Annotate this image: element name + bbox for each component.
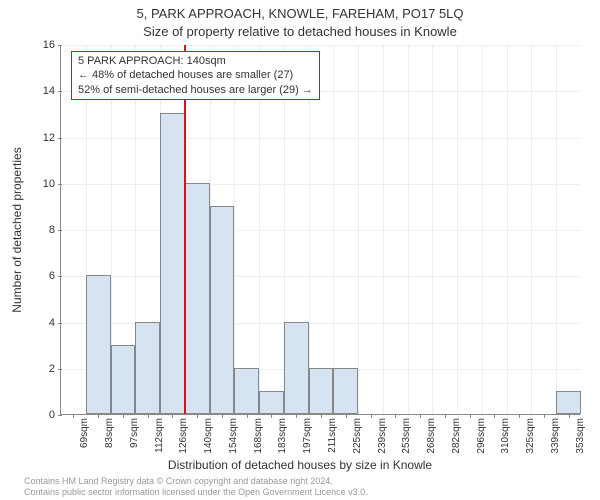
x-tick-mark bbox=[123, 414, 124, 418]
x-tick-label: 282sqm bbox=[449, 418, 462, 454]
bar bbox=[234, 368, 259, 414]
x-tick-label: 83sqm bbox=[102, 418, 115, 448]
legend-line3: 52% of semi-detached houses are larger (… bbox=[78, 83, 313, 97]
gridline-h bbox=[61, 230, 580, 231]
footer: Contains HM Land Registry data © Crown c… bbox=[24, 476, 368, 498]
x-tick-label: 239sqm bbox=[375, 418, 388, 454]
x-tick-mark bbox=[346, 414, 347, 418]
gridline-v bbox=[383, 45, 384, 414]
x-tick-mark bbox=[395, 414, 396, 418]
x-tick-mark bbox=[222, 414, 223, 418]
x-tick-mark bbox=[148, 414, 149, 418]
plot-area: 024681012141669sqm83sqm97sqm112sqm126sqm… bbox=[60, 45, 580, 415]
x-tick-mark bbox=[371, 414, 372, 418]
x-tick-mark bbox=[271, 414, 272, 418]
x-tick-mark bbox=[197, 414, 198, 418]
x-tick-mark bbox=[247, 414, 248, 418]
chart-container: 5, PARK APPROACH, KNOWLE, FAREHAM, PO17 … bbox=[0, 0, 600, 500]
x-tick-label: 353sqm bbox=[573, 418, 586, 454]
gridline-v bbox=[333, 45, 334, 414]
bar bbox=[86, 275, 111, 414]
x-tick-mark bbox=[544, 414, 545, 418]
bar bbox=[556, 391, 581, 414]
marker-line bbox=[184, 45, 186, 414]
y-tick: 6 bbox=[25, 270, 61, 282]
gridline-v bbox=[234, 45, 235, 414]
gridline-h bbox=[61, 138, 580, 139]
x-tick-label: 183sqm bbox=[275, 418, 288, 454]
bar bbox=[185, 183, 210, 414]
x-tick-label: 339sqm bbox=[548, 418, 561, 454]
y-tick: 10 bbox=[25, 178, 61, 190]
y-tick: 16 bbox=[25, 39, 61, 51]
footer-line2: Contains public sector information licen… bbox=[24, 487, 368, 498]
x-tick-label: 197sqm bbox=[300, 418, 313, 454]
y-tick: 12 bbox=[25, 132, 61, 144]
x-tick-label: 268sqm bbox=[424, 418, 437, 454]
x-tick-mark bbox=[519, 414, 520, 418]
gridline-v bbox=[432, 45, 433, 414]
x-tick-label: 69sqm bbox=[77, 418, 90, 448]
x-tick-mark bbox=[494, 414, 495, 418]
x-tick-mark bbox=[296, 414, 297, 418]
y-tick: 0 bbox=[25, 409, 61, 421]
title-subtitle: Size of property relative to detached ho… bbox=[0, 24, 600, 39]
footer-line1: Contains HM Land Registry data © Crown c… bbox=[24, 476, 368, 487]
bar bbox=[210, 206, 235, 414]
x-tick-mark bbox=[470, 414, 471, 418]
x-tick-label: 225sqm bbox=[350, 418, 363, 454]
x-tick-label: 97sqm bbox=[127, 418, 140, 448]
bar bbox=[333, 368, 358, 414]
bar bbox=[111, 345, 136, 414]
x-tick-label: 168sqm bbox=[251, 418, 264, 454]
x-tick-label: 253sqm bbox=[399, 418, 412, 454]
gridline-v bbox=[358, 45, 359, 414]
legend-line1: 5 PARK APPROACH: 140sqm bbox=[78, 54, 313, 68]
y-tick: 8 bbox=[25, 224, 61, 236]
x-tick-label: 154sqm bbox=[226, 418, 239, 454]
gridline-v bbox=[457, 45, 458, 414]
bar bbox=[284, 322, 309, 415]
x-tick-mark bbox=[420, 414, 421, 418]
bar bbox=[135, 322, 160, 415]
x-tick-label: 140sqm bbox=[201, 418, 214, 454]
y-tick: 4 bbox=[25, 317, 61, 329]
y-axis-label: Number of detached properties bbox=[10, 147, 24, 312]
x-tick-mark bbox=[172, 414, 173, 418]
gridline-h bbox=[61, 184, 580, 185]
x-tick-mark bbox=[445, 414, 446, 418]
x-tick-label: 296sqm bbox=[474, 418, 487, 454]
gridline-v bbox=[408, 45, 409, 414]
x-tick-label: 310sqm bbox=[498, 418, 511, 454]
x-tick-label: 112sqm bbox=[152, 418, 165, 453]
gridline-v bbox=[259, 45, 260, 414]
x-tick-mark bbox=[98, 414, 99, 418]
gridline-v bbox=[482, 45, 483, 414]
gridline-h bbox=[61, 276, 580, 277]
gridline-v bbox=[556, 45, 557, 414]
gridline-v bbox=[531, 45, 532, 414]
y-tick: 14 bbox=[25, 85, 61, 97]
bar bbox=[309, 368, 334, 414]
x-axis-label: Distribution of detached houses by size … bbox=[0, 458, 600, 472]
bar bbox=[160, 113, 185, 414]
x-tick-label: 126sqm bbox=[176, 418, 189, 454]
legend-box: 5 PARK APPROACH: 140sqm ← 48% of detache… bbox=[71, 51, 320, 100]
gridline-v bbox=[309, 45, 310, 414]
legend-line2: ← 48% of detached houses are smaller (27… bbox=[78, 68, 313, 82]
x-tick-mark bbox=[321, 414, 322, 418]
gridline-h bbox=[61, 45, 580, 46]
x-tick-label: 211sqm bbox=[325, 418, 338, 453]
bar bbox=[259, 391, 284, 414]
gridline-v bbox=[507, 45, 508, 414]
y-tick: 2 bbox=[25, 363, 61, 375]
x-tick-label: 325sqm bbox=[523, 418, 536, 454]
title-address: 5, PARK APPROACH, KNOWLE, FAREHAM, PO17 … bbox=[0, 6, 600, 21]
x-tick-mark bbox=[73, 414, 74, 418]
x-tick-mark bbox=[569, 414, 570, 418]
